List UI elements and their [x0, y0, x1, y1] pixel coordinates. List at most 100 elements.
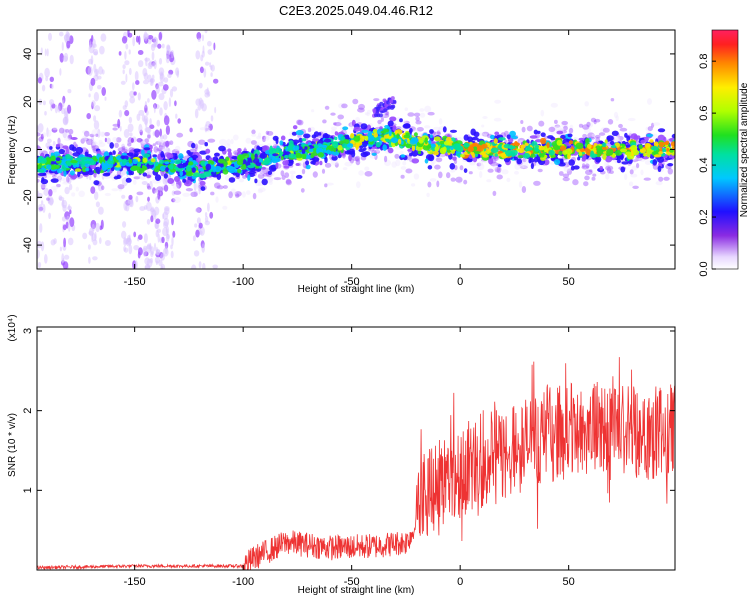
spectrogram-noise-blob — [197, 37, 201, 42]
spectrogram-noise-blob — [48, 212, 51, 219]
spectrogram-cell — [573, 165, 580, 170]
spectrogram-cell — [667, 163, 674, 167]
spectrogram-noise-blob — [90, 186, 96, 194]
spectrogram-ytick-label: 40 — [22, 48, 34, 60]
spectrogram-cell — [617, 136, 624, 141]
spectrogram-cell — [236, 154, 245, 162]
spectrogram-cell — [358, 170, 364, 176]
spectrogram-xtick-label: 50 — [563, 276, 575, 288]
spectrogram-cell — [157, 138, 163, 146]
spectrogram-cell — [227, 161, 232, 166]
spectrogram-xtick-label: -50 — [344, 276, 360, 288]
spectrogram-noise-blob — [106, 137, 111, 145]
spectrogram-cell — [550, 102, 558, 108]
spectrogram-cell — [628, 181, 634, 187]
spectrogram-cell — [537, 168, 543, 173]
spectrogram-noise-blob — [158, 58, 163, 65]
spectrogram-cell — [117, 147, 126, 152]
spectrogram-cell — [550, 131, 556, 135]
spectrogram-cell — [290, 174, 294, 180]
spectrogram-noise-blob — [44, 67, 50, 78]
spectrogram-noise-blob — [125, 237, 132, 247]
spectrogram-noise-blob — [61, 216, 67, 222]
spectrogram-noise-blob — [138, 109, 145, 116]
spectrogram-cell — [52, 188, 57, 193]
spectrogram-noise-blob — [191, 264, 197, 269]
spectrogram-cell — [66, 160, 72, 166]
spectrogram-cell — [237, 148, 242, 153]
spectrogram-cell — [205, 127, 209, 131]
spectrogram-cell — [611, 130, 619, 136]
spectrogram-cell — [155, 141, 161, 145]
spectrogram-cell — [127, 152, 134, 156]
spectrogram-cell — [605, 163, 610, 171]
spectrogram-noise-blob — [48, 189, 53, 197]
spectrogram-cell — [333, 122, 337, 126]
spectrogram-cell — [601, 146, 607, 151]
spectrogram-noise-blob — [170, 250, 174, 259]
spectrogram-cell — [133, 176, 141, 180]
spectrogram-noise-blob — [139, 206, 146, 211]
spectrogram-cell — [482, 154, 489, 158]
spectrogram-cell — [191, 167, 196, 174]
spectrogram-cell — [179, 170, 183, 177]
spectrogram-cell — [85, 160, 91, 164]
spectrogram-noise-blob — [138, 234, 143, 240]
spectrogram-cell — [540, 132, 546, 137]
spectrogram-cell — [352, 98, 359, 105]
spectrogram-cell — [95, 133, 99, 137]
spectrogram-noise-blob — [128, 116, 133, 124]
spectrogram-cell — [232, 134, 239, 141]
colorbar-gradient — [711, 29, 739, 270]
spectrogram-cell — [115, 137, 122, 143]
spectrogram-cell — [619, 127, 628, 132]
spectrogram-cell — [210, 191, 215, 196]
spectrogram-cell — [486, 179, 492, 183]
spectrogram-cell — [79, 157, 88, 161]
spectrogram-cell — [197, 186, 201, 190]
spectrogram-cell — [415, 129, 421, 133]
spectrogram-cell — [85, 167, 90, 172]
spectrogram-cell — [380, 117, 384, 122]
spectrogram-secondary-cell — [392, 99, 397, 104]
spectrogram-noise-blob — [124, 100, 129, 108]
spectrogram-cell — [183, 179, 192, 187]
spectrogram-cell — [471, 143, 477, 147]
spectrogram-cell — [261, 166, 266, 170]
spectrogram-noise-blob — [48, 32, 52, 42]
spectrogram-cell — [651, 122, 655, 128]
spectrogram-cell — [185, 172, 193, 177]
spectrogram-noise-blob — [152, 187, 156, 194]
spectrogram-cell — [400, 174, 405, 179]
spectrogram-cell — [434, 145, 440, 152]
spectrogram-cell — [555, 125, 562, 133]
spectrogram-cell — [337, 114, 345, 120]
spectrogram-noise-blob — [95, 222, 100, 233]
spectrogram-cell — [506, 134, 511, 139]
spectrogram-noise-blob — [171, 216, 174, 226]
spectrogram-xlabel: Height of straight line (km) — [298, 284, 415, 295]
spectrogram-noise-blob — [62, 116, 68, 125]
spectrogram-noise-blob — [128, 244, 133, 255]
spectrogram-cell — [143, 147, 151, 151]
spectrogram-noise-blob — [162, 213, 165, 220]
snr-xtick-label: -50 — [344, 576, 360, 588]
colorbar-tick-label: 0.0 — [698, 261, 710, 276]
spectrogram-cell — [46, 164, 52, 170]
spectrogram-noise-blob — [40, 133, 44, 140]
spectrogram-cell — [417, 150, 422, 155]
spectrogram-cell — [323, 138, 332, 143]
spectrogram-noise-blob — [149, 78, 154, 86]
spectrogram-noise-blob — [144, 265, 151, 269]
spectrogram-noise-blob — [125, 43, 129, 50]
spectrogram-cell — [50, 185, 59, 190]
spectrogram-noise-blob — [157, 233, 160, 243]
spectrogram-noise-blob — [128, 49, 131, 55]
spectrogram-cell — [668, 155, 674, 159]
spectrogram-noise-blob — [68, 204, 71, 211]
spectrogram-noise-blob — [195, 207, 201, 213]
spectrogram-cell — [558, 171, 564, 176]
spectrogram-noise-blob — [144, 57, 151, 62]
spectrogram-noise-blob — [97, 182, 104, 192]
spectrogram-noise-blob — [160, 265, 164, 269]
